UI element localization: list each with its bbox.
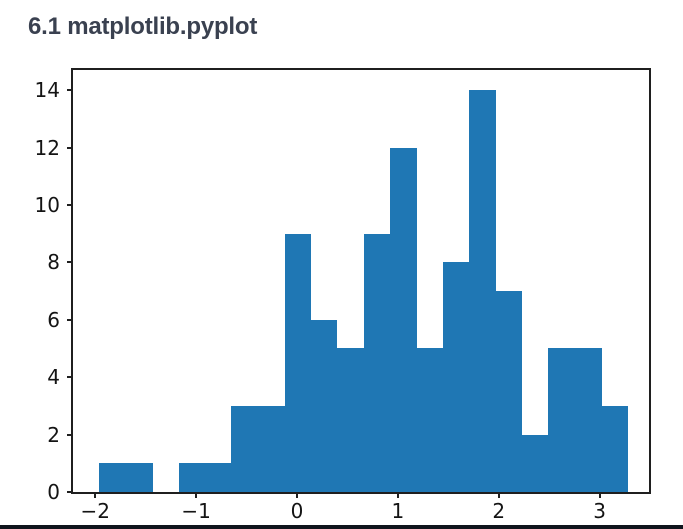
y-tick-label: 0 <box>47 480 60 504</box>
histogram-bars <box>73 70 649 492</box>
hist-bar <box>99 463 127 492</box>
y-tick-mark <box>67 491 73 493</box>
y-tick-label: 10 <box>34 192 60 217</box>
bottom-divider <box>0 525 683 529</box>
y-tick-mark <box>67 433 73 436</box>
hist-bar <box>231 405 259 492</box>
plot-area: −2 −1 0 1 2 3 0 2 4 6 8 10 12 14 <box>35 68 651 521</box>
y-tick-label: 2 <box>47 422 60 447</box>
y-tick-mark <box>67 146 73 149</box>
hist-bar <box>363 233 390 492</box>
hist-bar <box>469 90 496 492</box>
x-tick-label: 3 <box>593 499 606 523</box>
y-tick-label: 14 <box>34 78 60 103</box>
y-tick-mark <box>67 203 73 206</box>
hist-bar <box>258 405 285 492</box>
hist-bar <box>548 348 576 492</box>
x-tick-label: 0 <box>290 499 304 523</box>
y-tick-mark <box>67 89 73 92</box>
x-tick-mark <box>497 492 500 498</box>
hist-bar <box>311 319 338 492</box>
x-tick-label: 2 <box>492 499 506 523</box>
hist-bar <box>284 233 312 492</box>
hist-bar <box>521 434 549 492</box>
hist-bar <box>178 463 206 492</box>
x-tick-label: −2 <box>80 499 110 523</box>
hist-bar <box>389 147 417 492</box>
hist-bar <box>416 348 444 492</box>
hist-bar <box>443 262 470 492</box>
y-tick-mark <box>67 261 73 264</box>
hist-bar <box>575 348 602 492</box>
y-tick-label: 12 <box>34 135 60 160</box>
hist-bar <box>337 348 364 492</box>
x-tick-mark <box>94 492 97 498</box>
x-tick-mark <box>195 492 198 498</box>
x-tick-mark <box>295 492 298 498</box>
x-tick-mark <box>598 492 601 498</box>
y-tick-mark <box>67 318 73 321</box>
hist-bar <box>601 405 628 492</box>
x-tick-mark <box>396 492 399 498</box>
hist-bar <box>205 463 232 492</box>
x-tick-label: 1 <box>391 499 405 523</box>
page-title: 6.1 matplotlib.pyplot <box>28 13 258 40</box>
y-tick-label: 4 <box>47 365 60 390</box>
hist-bar <box>126 463 153 492</box>
y-tick-label: 6 <box>47 307 60 332</box>
x-tick-label: −1 <box>181 499 211 523</box>
y-tick-label: 8 <box>47 250 60 275</box>
y-tick-mark <box>67 376 73 379</box>
hist-bar <box>495 291 522 492</box>
